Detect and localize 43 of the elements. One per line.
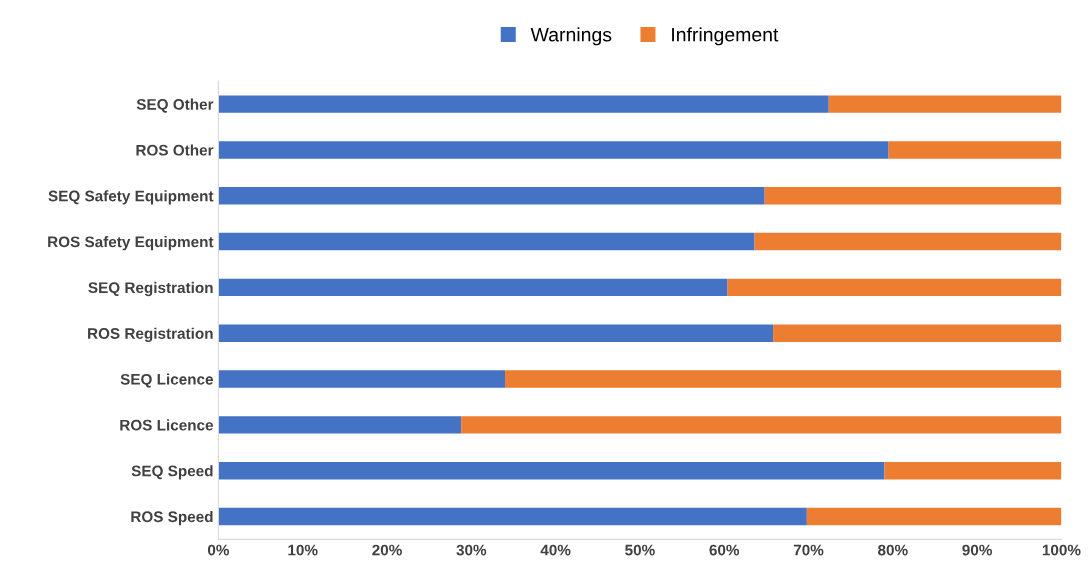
- x-tick-label: 30%: [456, 544, 487, 556]
- x-tick-label: 10%: [288, 544, 318, 556]
- x-tick-label: 0%: [207, 544, 230, 556]
- bar: [218, 507, 807, 526]
- bar: [218, 232, 755, 251]
- bar: [505, 370, 1062, 388]
- bar: [727, 278, 1062, 297]
- legend-label: Warnings: [530, 27, 612, 46]
- bar: [218, 370, 506, 388]
- bar: [884, 461, 1062, 480]
- bar: [461, 416, 1062, 434]
- y-tick-label: SEQ Licence: [120, 373, 214, 388]
- bar: [806, 507, 1062, 526]
- bar: [218, 141, 889, 159]
- x-tick-label: 70%: [793, 544, 824, 556]
- y-tick-label: SEQ Speed: [131, 465, 213, 480]
- y-tick-label: ROS Speed: [131, 510, 213, 526]
- x-tick-label: 100%: [1042, 544, 1081, 556]
- x-tick-label: 60%: [709, 544, 740, 556]
- y-tick-label: ROS Licence: [120, 419, 214, 431]
- x-tick-label: 40%: [540, 544, 571, 556]
- y-tick-label: SEQ Registration: [88, 281, 213, 297]
- bar: [754, 232, 1062, 251]
- bar: [218, 461, 885, 480]
- bar: [218, 324, 774, 342]
- x-tick-label: 80%: [878, 544, 908, 556]
- bar: [764, 187, 1062, 205]
- bar: [773, 324, 1062, 342]
- bar: [218, 187, 765, 205]
- x-tick-label: 50%: [625, 544, 655, 556]
- x-tick-label: 20%: [372, 544, 402, 556]
- x-tick-label: 90%: [962, 544, 993, 556]
- bar: [218, 95, 829, 113]
- bar: [218, 278, 728, 297]
- y-tick-label: SEQ Other: [136, 98, 214, 113]
- bar: [218, 416, 462, 434]
- y-tick-label: ROS Safety Equipment: [48, 236, 214, 251]
- bar: [888, 141, 1062, 159]
- y-tick-label: ROS Other: [136, 144, 214, 156]
- y-tick-label: ROS Registration: [88, 327, 213, 342]
- y-tick-label: SEQ Safety Equipment: [48, 190, 214, 205]
- bar: [828, 95, 1062, 113]
- legend-label: Infringement: [672, 27, 779, 46]
